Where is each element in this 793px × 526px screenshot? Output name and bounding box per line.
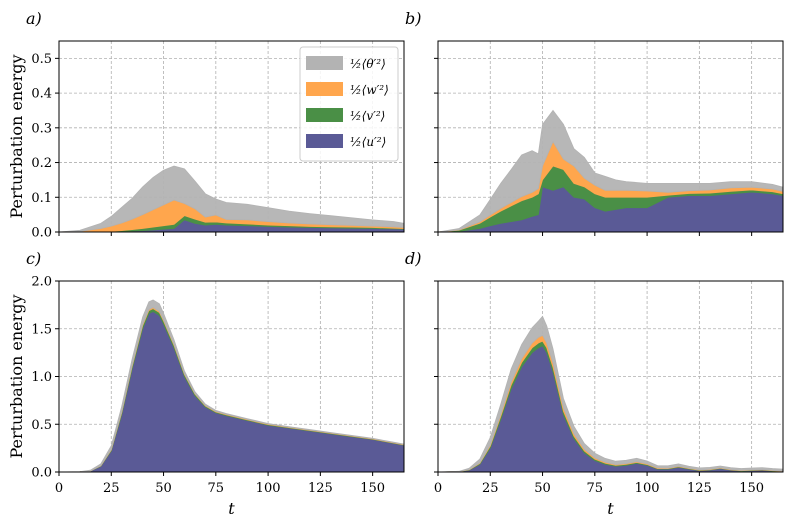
legend-label-w: ½⟨w′²⟩ [350,83,389,97]
panel-2: b) [405,9,784,236]
x-tick-label: 125 [687,481,712,496]
panel-label: c) [26,249,41,268]
panel-4: 0 25 50 75 100 125 150 d) t [405,249,784,518]
x-axis-label: t [607,499,614,518]
legend-box [299,46,399,162]
x-tick-label: 100 [256,481,281,496]
y-tick-label: 1.0 [31,370,52,385]
panel-1: 0.0 0.1 0.2 0.3 0.4 0.5 a) Perturbation energy ½… [7,9,405,241]
x-tick-label: 50 [534,481,551,496]
y-tick-label: 2.0 [31,275,52,290]
y-tick-label: 0.0 [31,466,52,481]
x-tick-label: 125 [308,481,333,496]
x-tick-label: 75 [208,481,225,496]
axes-frame [58,40,405,233]
legend-swatch-u [306,134,343,148]
x-tick-label: 50 [155,481,172,496]
y-tick-label: 0.4 [31,87,52,102]
y-tick-label: 0.5 [31,418,52,433]
y-tick-label: 0.0 [31,226,52,241]
panel-3: 0 25 50 75 100 125 150 0.0 0.5 1.0 1.5 2.0 c) Perturb… [7,249,405,518]
y-axis-label: Perturbation energy [7,294,26,458]
legend: ½⟨θ′²⟩ ½⟨w′²⟩ ½⟨v′²⟩ ½⟨u′²⟩ [299,46,399,162]
x-tick-label: 25 [103,481,120,496]
legend-swatch-theta [306,56,343,70]
x-tick-label: 25 [482,481,499,496]
area-u [437,345,784,473]
x-tick-label: 150 [739,481,764,496]
panel-label: a) [26,9,42,28]
x-tick-label: 100 [635,481,660,496]
y-tick-label: 0.2 [31,156,52,171]
y-tick-label: 0.5 [31,52,52,67]
y-tick-label: 0.1 [31,191,52,206]
x-tick-label: 150 [360,481,385,496]
axes-frame [437,40,784,233]
legend-label-v: ½⟨v′²⟩ [350,109,385,123]
x-tick-label: 75 [587,481,604,496]
y-tick-label: 1.5 [31,322,52,337]
legend-swatch-w [306,82,343,96]
panel-label: d) [405,249,421,268]
y-tick-label: 0.3 [31,121,52,136]
x-axis-label: t [228,499,235,518]
panel-label: b) [405,9,421,28]
y-axis-label: Perturbation energy [7,54,26,218]
legend-label-theta: ½⟨θ′²⟩ [350,57,386,71]
legend-label-u: ½⟨u′²⟩ [350,135,386,149]
legend-swatch-v [306,108,343,122]
x-tick-label: 0 [434,481,442,496]
x-tick-label: 0 [55,481,63,496]
